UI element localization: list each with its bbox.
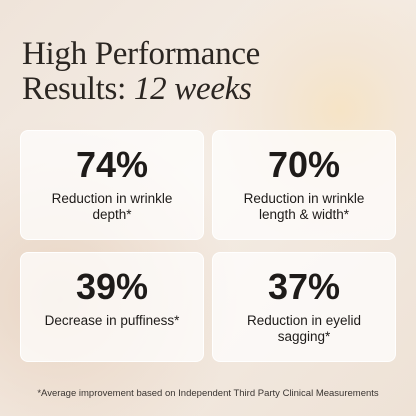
footnote: *Average improvement based on Independen… <box>37 388 379 399</box>
title-line: High Performance <box>22 36 261 72</box>
title-emphasis: 12 weeks <box>133 71 252 107</box>
stat-card: 37% Reduction in eyelid sagging* <box>212 252 396 362</box>
stat-value: 37% <box>267 266 341 307</box>
title-text: Results: <box>22 71 126 107</box>
stat-value: 39% <box>75 266 149 307</box>
stat-label: Reduction in wrinkle depth* <box>51 191 173 222</box>
stat-card: 39% Decrease in puffiness* <box>20 252 204 362</box>
stat-label: Decrease in puffiness* <box>44 313 180 328</box>
stat-value: 70% <box>267 144 341 185</box>
stat-value: 74% <box>75 144 149 185</box>
stat-card: 74% Reduction in wrinkle depth* <box>20 130 204 240</box>
stat-card: 70% Reduction in wrinkle length & width* <box>212 130 396 240</box>
title-line: Results: 12 weeks <box>22 73 252 106</box>
stat-label: Reduction in eyelid sagging* <box>246 313 362 344</box>
stat-label: Reduction in wrinkle length & width* <box>243 191 365 222</box>
